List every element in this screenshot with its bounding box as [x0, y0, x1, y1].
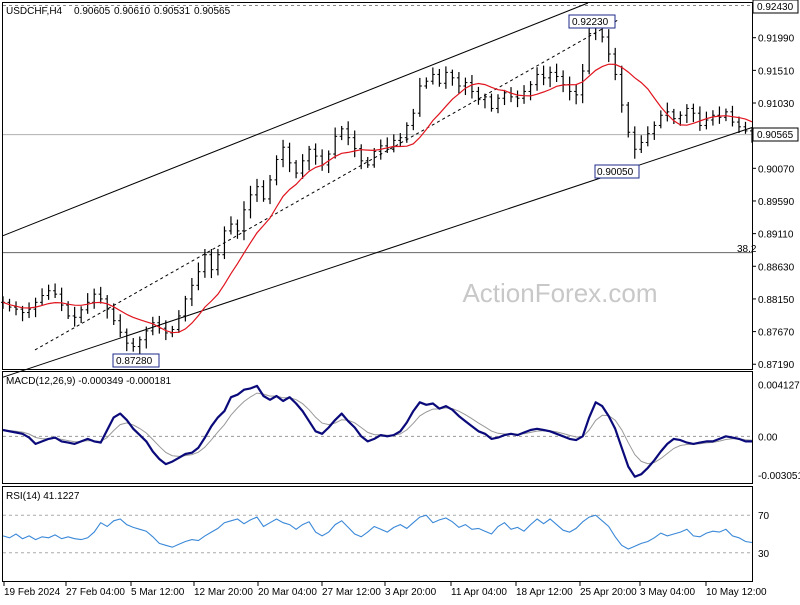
price-quote-high: 0.90610: [114, 6, 151, 17]
axis-layer: 0.91990 0.91510 0.91030 0.90070 0.89590 0.891…: [3, 34, 800, 598]
x-tick-label: 3 Apr 20:00: [385, 587, 437, 598]
annotation-low: 0.87280: [112, 353, 160, 368]
rsi-panel-frame: [2, 486, 753, 582]
rsi-tick-label: 30: [758, 549, 770, 560]
rsi-title: RSI(14) 41.1227: [6, 491, 80, 502]
last-price-text: 0.90565: [757, 130, 794, 141]
price-title: USDCHF,H4: [6, 6, 63, 17]
price-tick-label: 0.91510: [758, 66, 795, 77]
rsi-line: [2, 514, 753, 550]
price-tick-label: 0.87190: [758, 360, 795, 371]
x-tick-label: 27 Mar 12:00: [322, 587, 381, 598]
price-quote-open: 0.90605: [74, 6, 111, 17]
price-tick-label: 0.89110: [758, 230, 794, 241]
x-tick-label: 10 May 12:00: [706, 587, 767, 598]
channel-mid-dashed: [34, 19, 619, 351]
price-panel-frame: [2, 2, 753, 370]
price-tick-label: 0.91990: [758, 34, 795, 45]
last-price-badge: 0.90565: [752, 127, 799, 142]
x-tick-label: 12 Mar 20:00: [194, 587, 253, 598]
macd-layer: [2, 384, 753, 478]
x-tick-label: 11 Apr 04:00: [451, 587, 507, 598]
price-quote-low: 0.90531: [154, 6, 191, 17]
rsi-layer: [2, 514, 753, 554]
macd-panel-frame: [2, 371, 753, 484]
price-layer: [1, 2, 754, 378]
x-tick-label: 19 Feb 2024: [4, 587, 61, 598]
macd-title: MACD(12,26,9) -0.000349 -0.000181: [6, 376, 172, 387]
price-tick-label: 0.88630: [758, 262, 795, 273]
fib-level-label: 38.2: [737, 244, 757, 255]
annotation-mid-low: 0.90050: [594, 164, 640, 179]
x-tick-label: 20 Mar 04:00: [258, 587, 317, 598]
x-tick-label: 3 May 04:00: [640, 587, 695, 598]
price-tick-label: 0.87670: [758, 328, 795, 339]
annotation-mid-low-text: 0.90050: [597, 167, 634, 178]
top-level-text: 0.92430: [757, 2, 794, 13]
top-level-badge: 0.92430: [752, 0, 799, 14]
price-tick-label: 0.88150: [758, 295, 795, 306]
x-tick-label: 5 Mar 12:00: [131, 587, 185, 598]
x-tick-label: 18 Apr 12:00: [516, 587, 573, 598]
price-tick-label: 0.91030: [758, 99, 795, 110]
annotation-high: 0.92230: [568, 14, 616, 29]
x-tick-label: 25 Apr 20:00: [580, 587, 637, 598]
moving-average-line: [2, 63, 753, 334]
annotation-high-text: 0.92230: [572, 17, 609, 28]
price-tick-label: 0.90070: [758, 164, 795, 175]
macd-tick-label: 0.004127: [758, 380, 800, 391]
channel-upper-line: [2, 2, 589, 237]
watermark: ActionForex.com: [462, 278, 657, 308]
price-quote-close: 0.90565: [194, 6, 231, 17]
rsi-tick-label: 70: [758, 511, 770, 522]
macd-signal-line: [2, 392, 753, 465]
macd-tick-label: -0.003051: [758, 471, 800, 482]
x-tick-label: 27 Feb 04:00: [66, 587, 125, 598]
price-tick-label: 0.89590: [758, 197, 795, 208]
macd-line: [2, 384, 752, 478]
macd-tick-label: 0.00: [758, 432, 778, 443]
annotation-low-text: 0.87280: [116, 356, 153, 367]
